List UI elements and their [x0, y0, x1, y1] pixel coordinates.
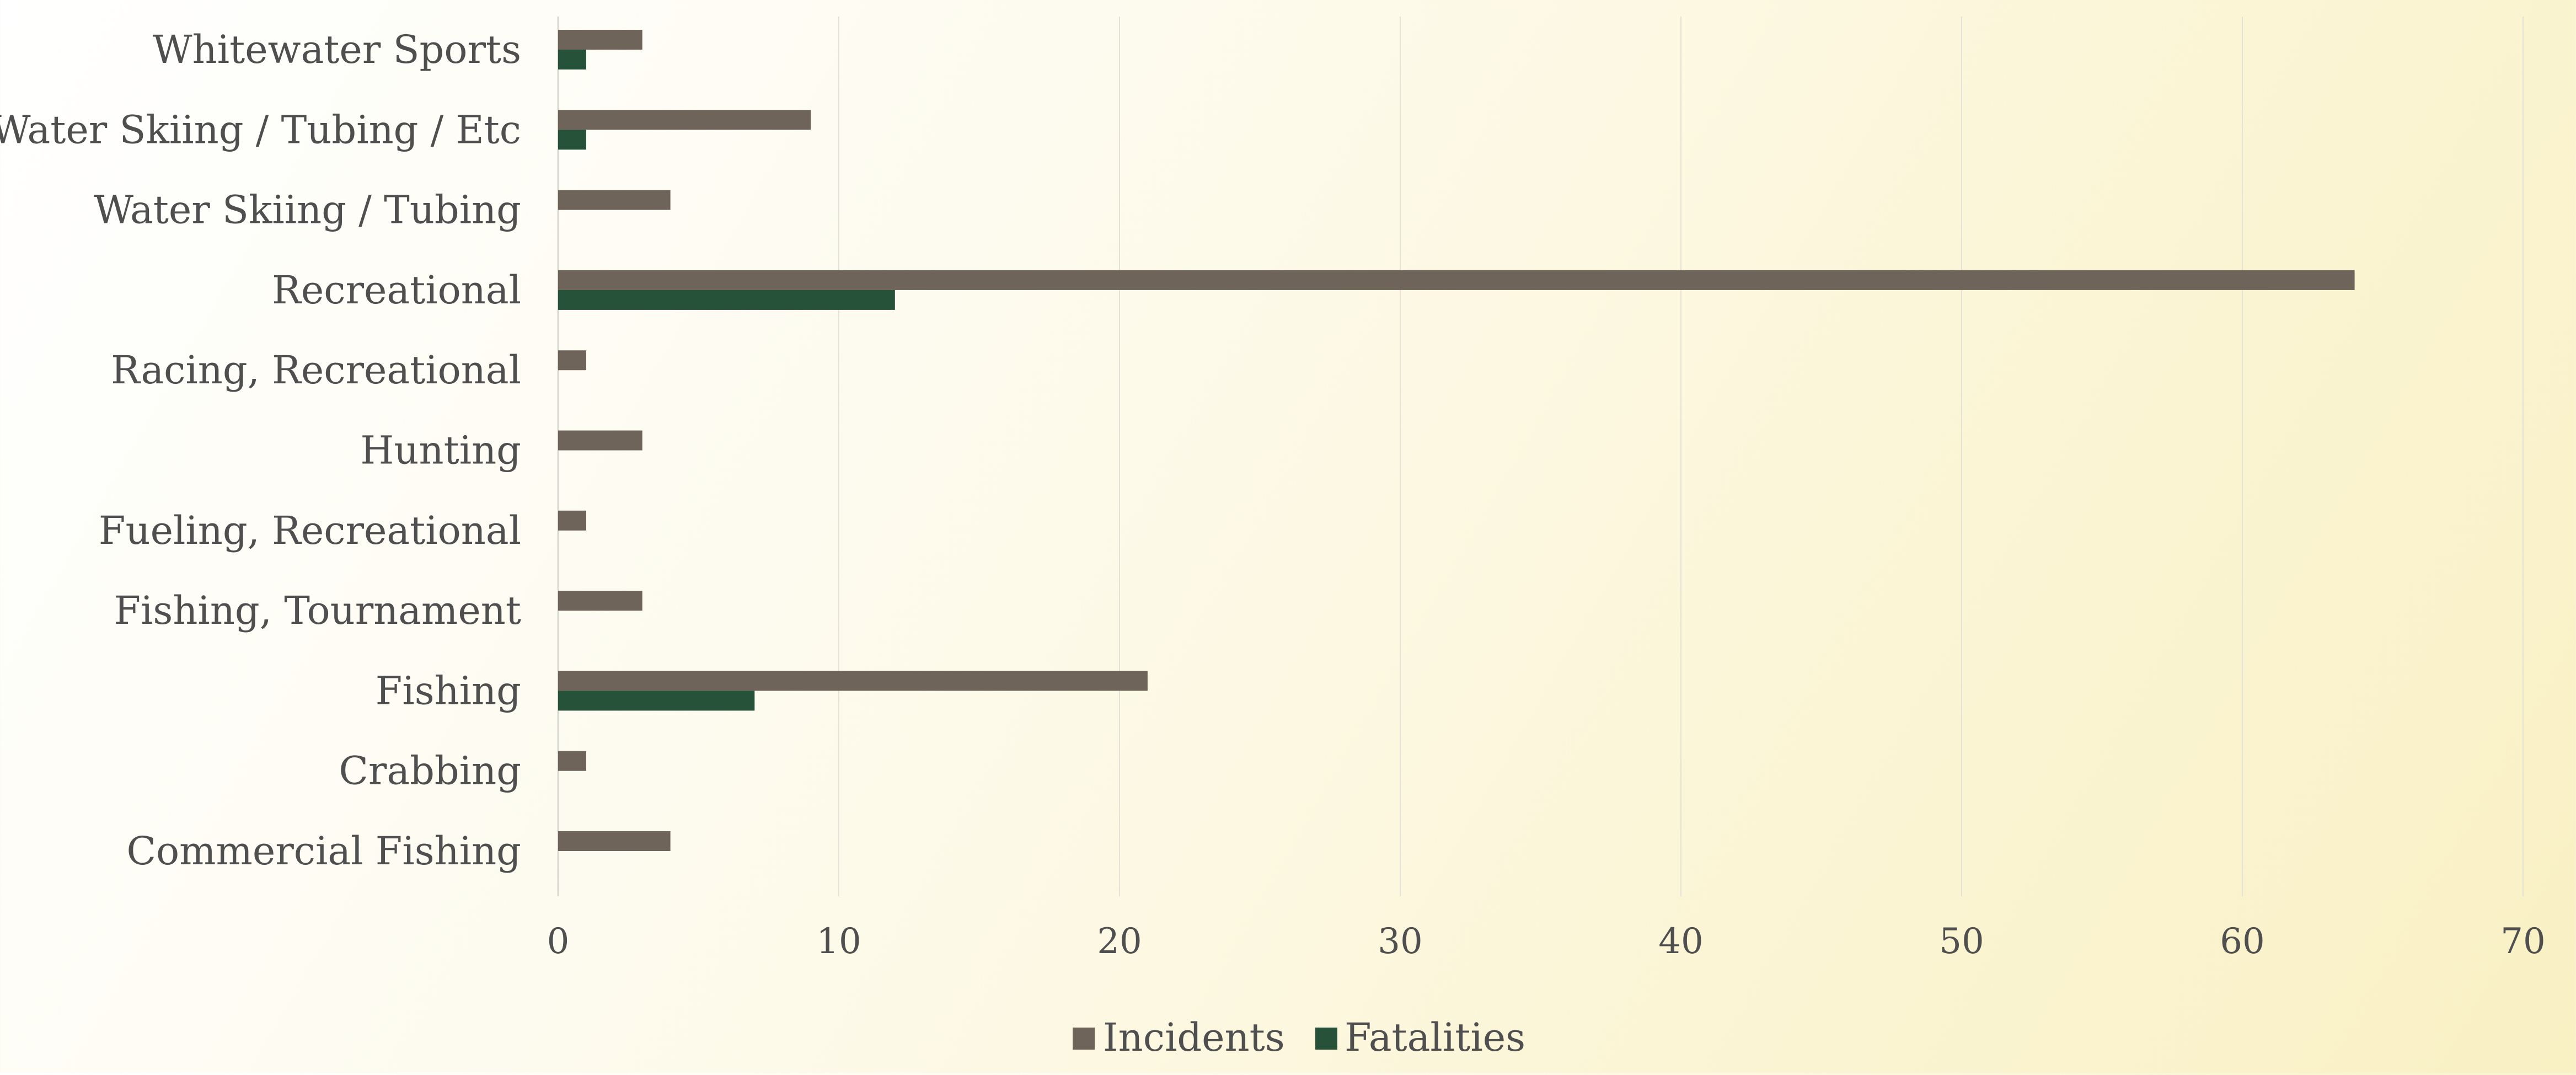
category-label-racing-recreational: Racing, Recreational: [111, 347, 521, 393]
legend-swatch-incidents: [1073, 1028, 1095, 1050]
category-label-fishing: Fishing: [376, 668, 521, 713]
x-tick-label-50: 50: [1939, 921, 1984, 962]
x-tick-label-10: 10: [816, 921, 861, 962]
bar-fatalities-recreational: [558, 290, 895, 310]
category-label-hunting: Hunting: [360, 428, 521, 473]
bar-fatalities-whitewater-sports: [558, 50, 586, 69]
bar-incidents-fueling-recreational: [558, 510, 586, 531]
x-axis-tick-labels: 0 10 20 30 40 50 60 70: [547, 921, 2546, 962]
x-tick-label-40: 40: [1658, 921, 1703, 962]
bar-incidents-whitewater-sports: [558, 30, 642, 50]
legend-swatch-fatalities: [1315, 1028, 1337, 1050]
category-label-fishing-tournament: Fishing, Tournament: [114, 588, 521, 633]
x-tick-label-60: 60: [2220, 921, 2264, 962]
x-tick-label-30: 30: [1378, 921, 1422, 962]
legend-label-fatalities: Fatalities: [1345, 1015, 1525, 1060]
category-label-whitewater-sports: Whitewater Sports: [153, 27, 521, 72]
category-label-commercial-fishing: Commercial Fishing: [126, 828, 521, 874]
bar-incidents-water-skiing-tubing-etc: [558, 110, 811, 130]
x-tick-label-20: 20: [1097, 921, 1142, 962]
bar-incidents-commercial-fishing: [558, 831, 671, 851]
bar-incidents-fishing-tournament: [558, 591, 642, 611]
bar-fatalities-water-skiing-tubing-etc: [558, 130, 586, 150]
x-tick-label-0: 0: [547, 921, 570, 962]
category-label-recreational: Recreational: [272, 268, 521, 313]
bar-incidents-water-skiing-tubing: [558, 190, 671, 210]
bar-incidents-racing-recreational: [558, 350, 586, 371]
category-label-crabbing: Crabbing: [339, 748, 521, 794]
category-label-fueling-recreational: Fueling, Recreational: [99, 508, 521, 553]
x-tick-label-70: 70: [2500, 921, 2545, 962]
gridlines: [557, 17, 2524, 896]
bar-incidents-recreational: [558, 270, 2355, 290]
bar-incidents-hunting: [558, 430, 642, 451]
category-label-water-skiing-tubing-etc: Water Skiing / Tubing / Etc: [0, 107, 521, 152]
legend: Incidents Fatalities: [1073, 1015, 1525, 1060]
category-labels: Whitewater Sports Water Skiing / Tubing /…: [0, 27, 521, 874]
bar-incidents-crabbing: [558, 751, 586, 771]
legend-label-incidents: Incidents: [1103, 1015, 1285, 1060]
bar-incidents-fishing: [558, 671, 1148, 691]
category-label-water-skiing-tubing: Water Skiing / Tubing: [94, 188, 521, 233]
bars: [558, 30, 2355, 851]
bar-fatalities-fishing: [558, 691, 755, 711]
